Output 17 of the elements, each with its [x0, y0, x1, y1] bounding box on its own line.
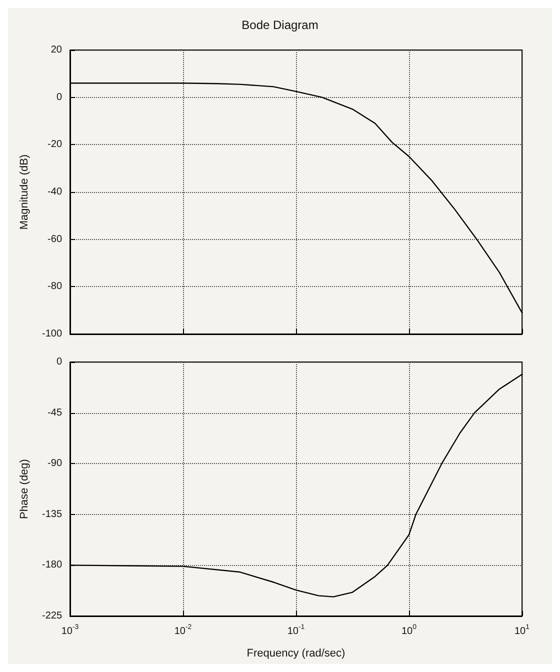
y-tick-label: -20: [48, 139, 62, 150]
y-tick-label: -45: [48, 407, 62, 418]
chart-title: Bode Diagram: [242, 18, 318, 32]
x-axis-title: Frequency (rad/sec): [246, 648, 346, 660]
y-tick-label: -225: [42, 610, 62, 622]
y-tick-label: 0: [56, 92, 62, 103]
y-tick-label: -180: [42, 560, 62, 571]
y-tick-label: -60: [48, 234, 62, 245]
y-tick-label: -135: [42, 508, 62, 520]
y-tick-label: -80: [48, 281, 62, 292]
y-tick-label: 0: [56, 356, 62, 368]
y-tick-label: 20: [50, 44, 62, 56]
y-tick-label: -90: [48, 458, 62, 470]
y-tick-label: -40: [48, 186, 62, 198]
y-axis-title: Phase (deg): [18, 459, 30, 519]
y-axis-title: Magnitude (dB): [18, 154, 30, 230]
y-tick-label: -100: [42, 328, 62, 340]
